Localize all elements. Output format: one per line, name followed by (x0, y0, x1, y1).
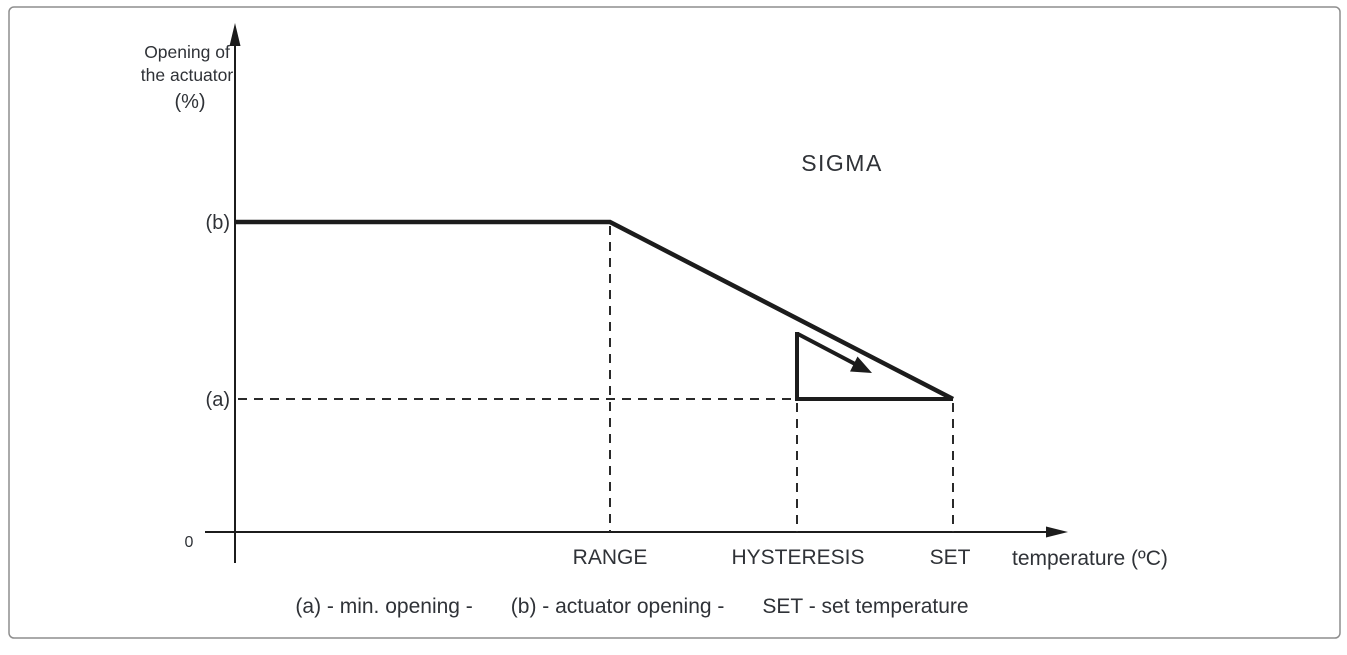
hysteresis-direction-arrowhead-icon (850, 356, 872, 373)
x-axis-arrowhead-icon (1046, 526, 1068, 538)
x-marker-hysteresis: HYSTERESIS (731, 546, 864, 569)
figure-border (8, 6, 1341, 639)
legend-item-set-temperature: SET - set temperature (762, 595, 968, 618)
y-marker-a: (a) (206, 389, 230, 411)
x-axis-title: temperature (ºC) (1012, 547, 1168, 570)
y-axis-title-line2: the actuator (141, 65, 234, 85)
hysteresis-direction-arrow-shaft (797, 332, 857, 367)
y-axis-title-unit: (%) (174, 91, 205, 113)
origin-label: 0 (185, 534, 194, 551)
sigma-mode-title: SIGMA (801, 150, 883, 176)
x-marker-range: RANGE (573, 546, 648, 569)
y-axis-title-line1: Opening of (144, 42, 230, 62)
figure-legend: (a) - min. opening - (b) - actuator openi… (295, 595, 968, 618)
y-marker-b: (b) (206, 212, 230, 234)
x-marker-set: SET (930, 546, 971, 569)
y-axis-arrowhead-icon (229, 23, 241, 46)
legend-item-actuator-opening: (b) - actuator opening - (511, 595, 725, 618)
legend-item-min-opening: (a) - min. opening - (295, 595, 472, 618)
actuator-opening-curve (235, 219, 955, 401)
